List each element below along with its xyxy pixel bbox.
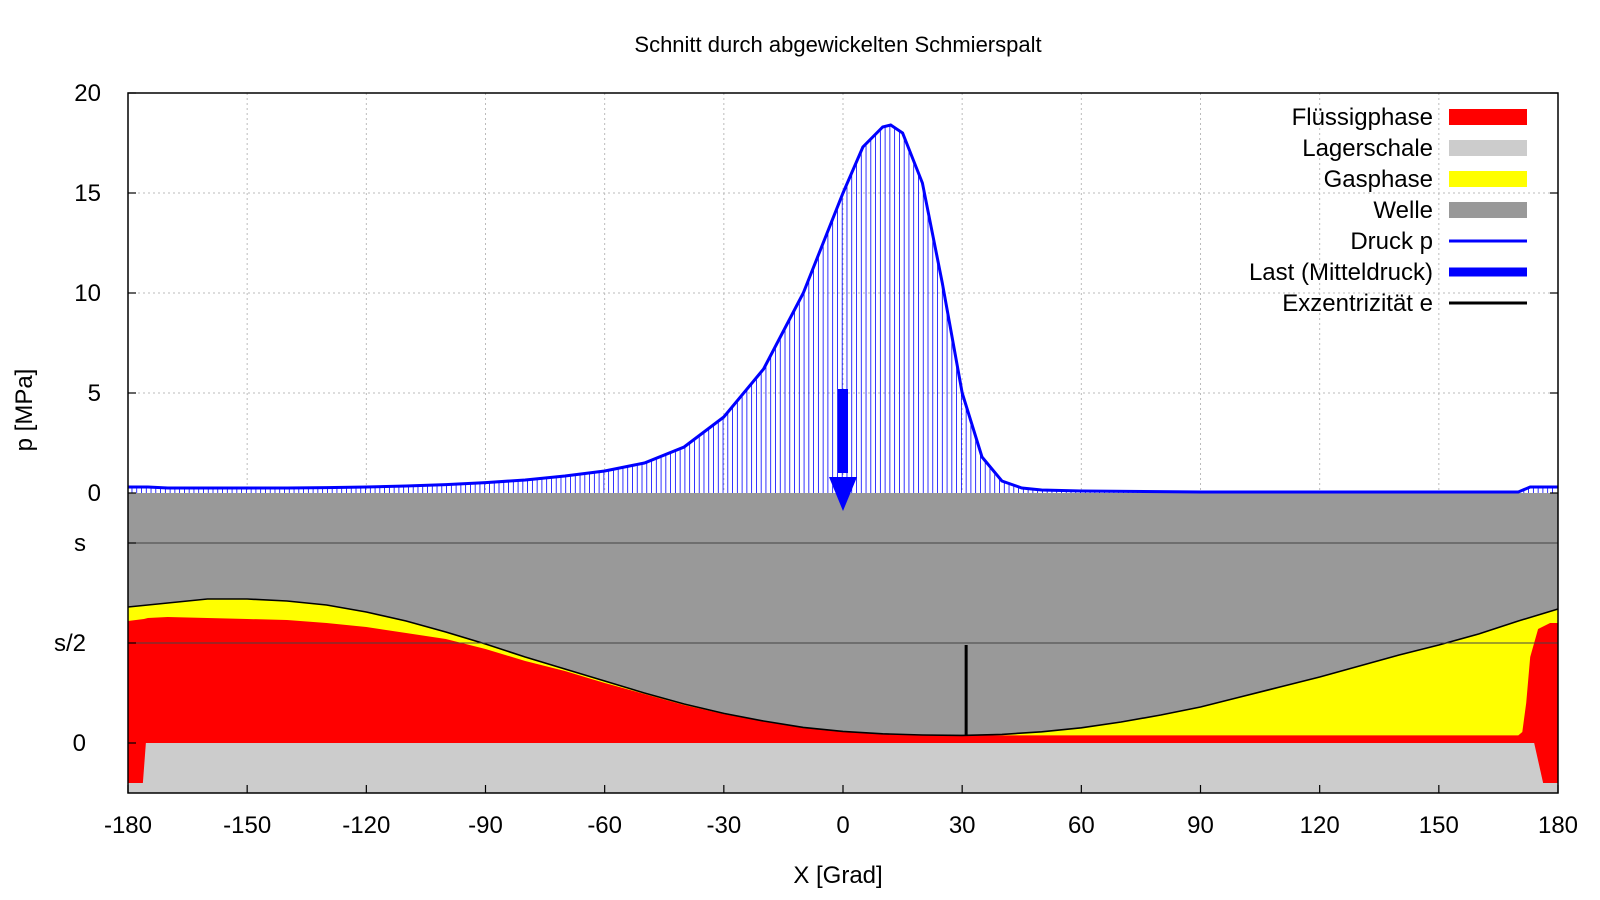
liquid-cavity-left — [128, 743, 146, 783]
legend-swatch — [1449, 171, 1527, 187]
y-tick-label: 0 — [88, 480, 101, 507]
x-tick-label: 90 — [1187, 812, 1214, 839]
chart-title: Schnitt durch abgewickelten Schmierspalt — [634, 32, 1041, 57]
gap-tick-label: s — [74, 530, 86, 557]
x-tick-label: 0 — [836, 812, 849, 839]
x-axis-label: X [Grad] — [793, 862, 882, 889]
y-axis-label: p [MPa] — [11, 369, 38, 452]
legend-swatch — [1449, 109, 1527, 125]
x-tick-label: -30 — [706, 812, 741, 839]
ticks: -180 -150 -120 -90 -60 -30 0 30 60 90 120 150 180051… — [54, 80, 1578, 839]
load-arrow-head — [829, 477, 857, 511]
y-tick-label: 15 — [74, 180, 101, 207]
x-tick-label: 60 — [1068, 812, 1095, 839]
x-tick-label: 120 — [1300, 812, 1340, 839]
gap-tick-label: 0 — [73, 730, 86, 757]
bearing-shell-area — [128, 743, 1558, 793]
x-tick-label: 180 — [1538, 812, 1578, 839]
gap-areas — [127, 493, 1559, 793]
legend-label: Welle — [1373, 197, 1433, 224]
x-tick-label: -120 — [342, 812, 390, 839]
x-tick-label: 30 — [949, 812, 976, 839]
y-tick-label: 20 — [74, 80, 101, 107]
legend-label: Lagerschale — [1302, 135, 1433, 162]
grid — [128, 93, 1558, 644]
legend: Flüssigphase Lagerschale Gasphase Welle Druc… — [1249, 104, 1527, 317]
x-tick-label: -60 — [587, 812, 622, 839]
gap-tick-label: s/2 — [54, 630, 86, 657]
x-tick-label: -180 — [104, 812, 152, 839]
legend-label: Last (Mitteldruck) — [1249, 259, 1433, 286]
legend-swatch — [1449, 140, 1527, 156]
liquid-cavity-right — [1534, 743, 1558, 783]
legend-label: Flüssigphase — [1292, 104, 1433, 131]
legend-label: Gasphase — [1324, 166, 1433, 193]
load-arrow-shaft — [838, 389, 848, 473]
y-tick-label: 5 — [88, 380, 101, 407]
x-tick-label: 150 — [1419, 812, 1459, 839]
y-tick-label: 10 — [74, 280, 101, 307]
legend-label: Exzentrizität e — [1282, 290, 1433, 317]
x-tick-label: -150 — [223, 812, 271, 839]
pressure-curve — [128, 123, 1558, 494]
gap-contour-line — [127, 598, 1559, 737]
x-tick-label: -90 — [468, 812, 503, 839]
markers — [829, 389, 968, 736]
legend-swatch — [1449, 202, 1527, 218]
legend-label: Druck p — [1350, 228, 1433, 255]
pressure-series — [128, 123, 1558, 494]
liquid-phase-area — [128, 617, 1558, 743]
